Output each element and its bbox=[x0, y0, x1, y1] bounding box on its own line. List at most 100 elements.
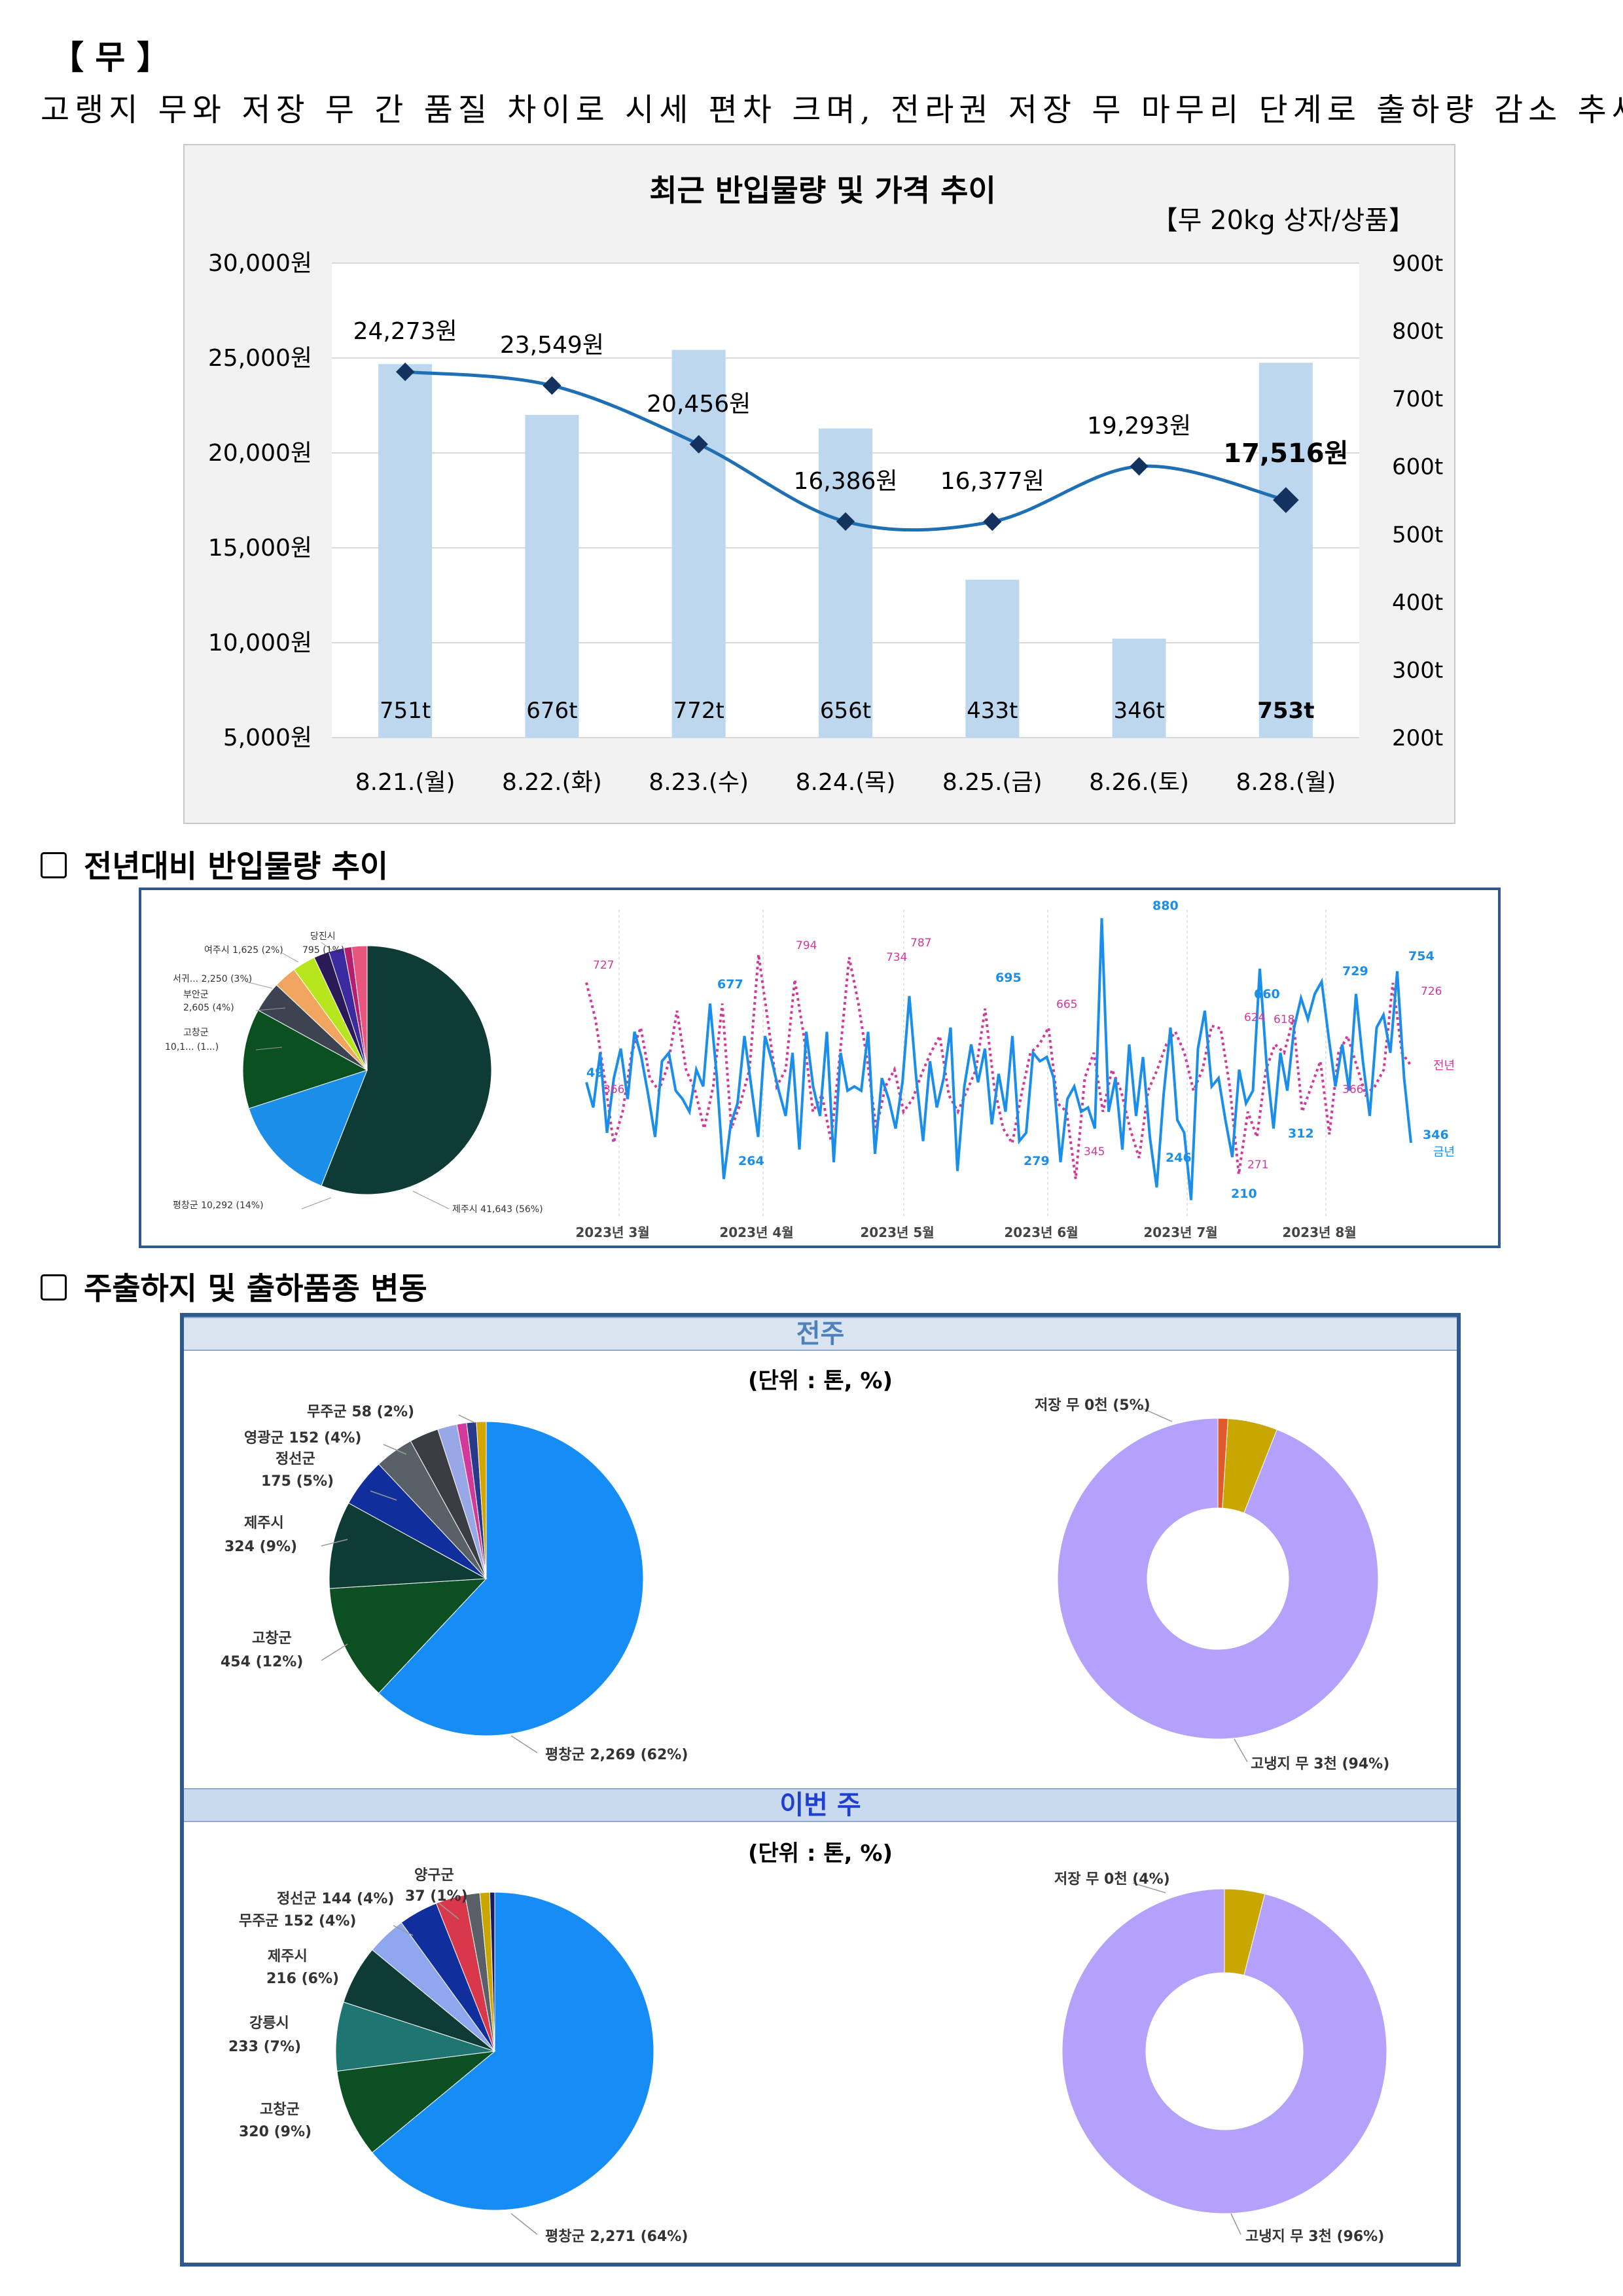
leader-line bbox=[370, 1490, 397, 1501]
point-label: 787 bbox=[910, 937, 931, 950]
point-label: 246 bbox=[1166, 1151, 1192, 1165]
point-label: 695 bbox=[995, 971, 1022, 985]
volume-bar bbox=[965, 579, 1020, 738]
pie-slice bbox=[351, 945, 368, 1071]
price-volume-chart-svg: 최근 반입물량 및 가격 추이 【무 20kg 상자/상품】 751t 676t 7… bbox=[208, 173, 1443, 796]
point-label: 346 bbox=[1423, 1128, 1449, 1142]
point-label: 665 bbox=[1056, 998, 1077, 1011]
leader-line bbox=[1142, 1408, 1173, 1422]
pie-label: 216 (6%) bbox=[266, 1971, 339, 1987]
volume-bar bbox=[378, 364, 433, 738]
price-point bbox=[836, 512, 855, 531]
point-label: 727 bbox=[593, 959, 614, 972]
chart-title: 최근 반입물량 및 가격 추이 bbox=[649, 173, 996, 208]
left-tick-label: 10,000원 bbox=[208, 630, 312, 656]
point-label: 312 bbox=[1288, 1126, 1314, 1141]
month-label: 2023년 8월 bbox=[1282, 1225, 1356, 1240]
this-week-label: 이번 주 bbox=[779, 1790, 861, 1820]
price-line-series: 24,273원 23,549원 20,456원 16,386원 16,377원 19,29… bbox=[353, 318, 1348, 532]
pie-label: 평창군 2,269 (62%) bbox=[545, 1747, 688, 1763]
pie-label: 서귀... 2,250 (3%) bbox=[173, 974, 252, 984]
point-label: 660 bbox=[1254, 987, 1280, 1001]
price-point bbox=[983, 512, 1002, 531]
pie-slice bbox=[372, 1892, 654, 2211]
prev-week-band: 전주 bbox=[184, 1317, 1457, 1351]
point-label: 624 bbox=[1244, 1011, 1265, 1024]
pie-slice bbox=[476, 1421, 487, 1579]
price-label: 24,273원 bbox=[353, 318, 457, 345]
pie-label: 무주군 152 (4%) bbox=[239, 1913, 356, 1929]
left-tick-label: 30,000원 bbox=[208, 250, 312, 277]
series-name-label: 전년 bbox=[1433, 1059, 1455, 1073]
point-label: 210 bbox=[1231, 1187, 1257, 1201]
leader-line bbox=[255, 1047, 283, 1050]
volume-bar-label: 772t bbox=[673, 698, 724, 724]
volume-bar-label: 433t bbox=[967, 698, 1018, 724]
pie-label: 고창군 bbox=[183, 1028, 209, 1038]
chart-subtitle: 【무 20kg 상자/상품】 bbox=[1152, 206, 1415, 236]
pie-label: 양구군 bbox=[414, 1867, 454, 1884]
volume-bar-label: 346t bbox=[1113, 698, 1164, 724]
pie-label: 37 (1%) bbox=[405, 1888, 468, 1905]
subsection-volume-trend: 전년대비 반입물량 추이 bbox=[41, 841, 388, 886]
origin-variety-svg: 무주군 58 (2%) 영광군 152 (4%) 정선군 175 (5%) 제주… bbox=[221, 1397, 1389, 2245]
volume-bar-label: 676t bbox=[526, 698, 577, 724]
volume-bar bbox=[1112, 638, 1166, 738]
pie-label: 여주시 1,625 (2%) bbox=[204, 945, 283, 956]
volume-bar bbox=[819, 428, 872, 738]
pie-slice bbox=[1057, 1418, 1379, 1740]
prev-week-unit: (단위 : 톤, %) bbox=[747, 1368, 893, 1394]
right-tick-label: 900t bbox=[1392, 251, 1443, 277]
point-label: 754 bbox=[1408, 949, 1435, 963]
leader-line bbox=[510, 1735, 538, 1753]
point-label: 794 bbox=[796, 939, 817, 952]
leader-line bbox=[458, 1414, 476, 1424]
volume-bar bbox=[671, 350, 726, 738]
leader-line bbox=[383, 1444, 407, 1455]
subsection-origins: 주출하지 및 출하품종 변동 bbox=[41, 1263, 427, 1308]
month-label: 2023년 5월 bbox=[860, 1225, 934, 1240]
right-tick-label: 200t bbox=[1392, 725, 1443, 751]
left-tick-label: 20,000원 bbox=[208, 440, 312, 467]
pie-slice bbox=[242, 1009, 368, 1109]
leader-line bbox=[1132, 1882, 1166, 1893]
pie-slice bbox=[1061, 1888, 1387, 2214]
point-label: 279 bbox=[1024, 1154, 1050, 1168]
pie-label: 정선군 bbox=[276, 1451, 315, 1467]
pie-slice bbox=[329, 1578, 488, 1694]
prev-week-label: 전주 bbox=[796, 1319, 845, 1349]
this-week-band: 이번 주 bbox=[184, 1788, 1457, 1822]
pie-label: 제주시 bbox=[268, 1948, 308, 1965]
pie-label: 2,605 (4%) bbox=[183, 1003, 234, 1013]
pie-label: 324 (9%) bbox=[224, 1539, 297, 1555]
price-volume-chart: 최근 반입물량 및 가격 추이 【무 20kg 상자/상품】 751t 676t 7… bbox=[183, 144, 1455, 824]
this-week-pie-labels: 양구군 37 (1%) 정선군 144 (4%) 무주군 152 (4%) 제주… bbox=[228, 1867, 1384, 2245]
right-tick-label: 400t bbox=[1392, 590, 1443, 616]
pie-label: 평창군 10,292 (14%) bbox=[173, 1200, 264, 1211]
pie-label: 고냉지 무 3천 (94%) bbox=[1251, 1756, 1389, 1772]
pie-slice bbox=[335, 2001, 495, 2072]
month-label: 2023년 3월 bbox=[575, 1225, 649, 1240]
yoy-line-chart: 2023년 3월 2023년 4월 2023년 5월 2023년 6월 2023년 7월… bbox=[575, 899, 1455, 1240]
weekly-pies bbox=[321, 1408, 1387, 2235]
leader-line bbox=[321, 1539, 348, 1547]
subsection-title: 전년대비 반입물량 추이 bbox=[84, 849, 389, 885]
price-point bbox=[1130, 457, 1149, 476]
left-tick-label: 15,000원 bbox=[208, 535, 312, 562]
pie-slice bbox=[336, 2051, 496, 2153]
series-name-label: 금년 bbox=[1433, 1145, 1455, 1159]
origin-variety-panel: 전주 (단위 : 톤, %) 이번 주 (단위 : 톤, %) 무주군 58 (… bbox=[180, 1313, 1461, 2267]
point-label: 677 bbox=[717, 977, 743, 992]
leader-line bbox=[412, 1191, 450, 1210]
volume-bar-label: 753t bbox=[1257, 698, 1314, 724]
volume-trend-panel: 당진시 795 (1%) 여주시 1,625 (2%) 서귀... 2,250 … bbox=[139, 888, 1501, 1248]
price-point bbox=[1273, 487, 1299, 513]
volume-bar-label: 656t bbox=[820, 698, 871, 724]
chart-axes: 30,000원 25,000원 20,000원 15,000원 10,000원 5,000… bbox=[208, 250, 1443, 796]
point-label: 366 bbox=[603, 1083, 624, 1096]
leader-line bbox=[438, 1903, 459, 1920]
pie-label: 당진시 bbox=[310, 931, 336, 942]
pie-label: 고창군 bbox=[260, 2102, 300, 2118]
pie-label: 175 (5%) bbox=[261, 1473, 334, 1490]
left-tick-label: 5,000원 bbox=[223, 725, 312, 751]
